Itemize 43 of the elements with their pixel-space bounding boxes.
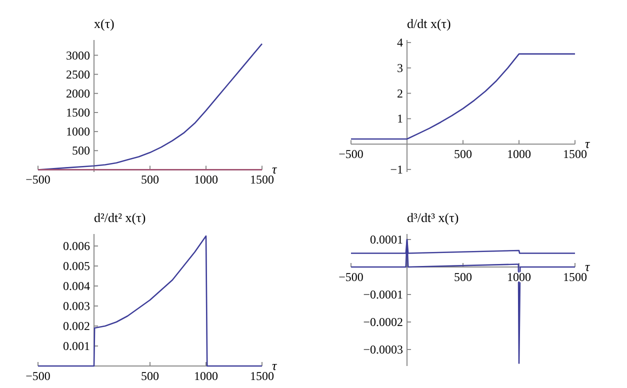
- x-tick-label: −500: [26, 172, 50, 187]
- y-tick-label: 4: [397, 36, 403, 50]
- y-tick-label: −1: [390, 162, 403, 176]
- y-tick-label: 1: [397, 112, 403, 126]
- y-tick-label: −0.0002: [363, 315, 403, 329]
- y-axis-title: d/dt x(τ): [407, 16, 451, 31]
- y-tick-label: 2: [397, 86, 403, 100]
- x-axis-title: τ: [272, 162, 278, 177]
- x-tick-label: 1500: [250, 369, 274, 383]
- x-tick-label: 500: [454, 270, 472, 284]
- x-axis-title: τ: [585, 259, 591, 274]
- x-axis-title: τ: [272, 358, 278, 373]
- y-tick-label: 0.005: [63, 259, 90, 273]
- x-tick-label: 1500: [563, 270, 587, 284]
- x-tick-label: 1000: [507, 147, 531, 162]
- y-tick-label: 0.002: [63, 319, 90, 333]
- x-tick-label: −500: [338, 147, 364, 162]
- y-tick-label: 0.006: [63, 239, 90, 253]
- y-axis-title: x(τ): [94, 16, 114, 31]
- y-tick-label: 3: [397, 60, 403, 75]
- y-axis-title: d³/dt³ x(τ): [407, 210, 459, 225]
- y-tick-label: 0.003: [63, 299, 90, 313]
- x-tick-label: 500: [454, 147, 472, 162]
- x-tick-label: 1500: [250, 172, 274, 187]
- y-tick-label: 0.004: [63, 279, 90, 293]
- y-tick-label: 0.001: [63, 339, 90, 353]
- x-tick-label: 1000: [194, 369, 218, 383]
- y-tick-label: 1000: [66, 124, 90, 139]
- x-tick-label: −500: [338, 270, 364, 284]
- y-tick-label: 3000: [66, 48, 90, 62]
- y-tick-label: 2500: [66, 67, 90, 82]
- y-tick-label: −0.0001: [363, 288, 403, 302]
- x-tick-label: −500: [26, 369, 50, 383]
- x-tick-label: 500: [141, 369, 159, 383]
- x-axis-title: τ: [585, 136, 591, 152]
- y-axis-title: d²/dt² x(τ): [94, 210, 146, 225]
- y-tick-label: 2000: [66, 86, 90, 100]
- y-tick-label: −0.0003: [363, 342, 403, 356]
- y-tick-label: 1500: [66, 105, 90, 120]
- y-tick-label: 0.0001: [370, 232, 403, 246]
- x-tick-label: 500: [141, 172, 159, 187]
- x-tick-label: 1500: [563, 147, 587, 162]
- x-tick-label: 1000: [194, 172, 218, 187]
